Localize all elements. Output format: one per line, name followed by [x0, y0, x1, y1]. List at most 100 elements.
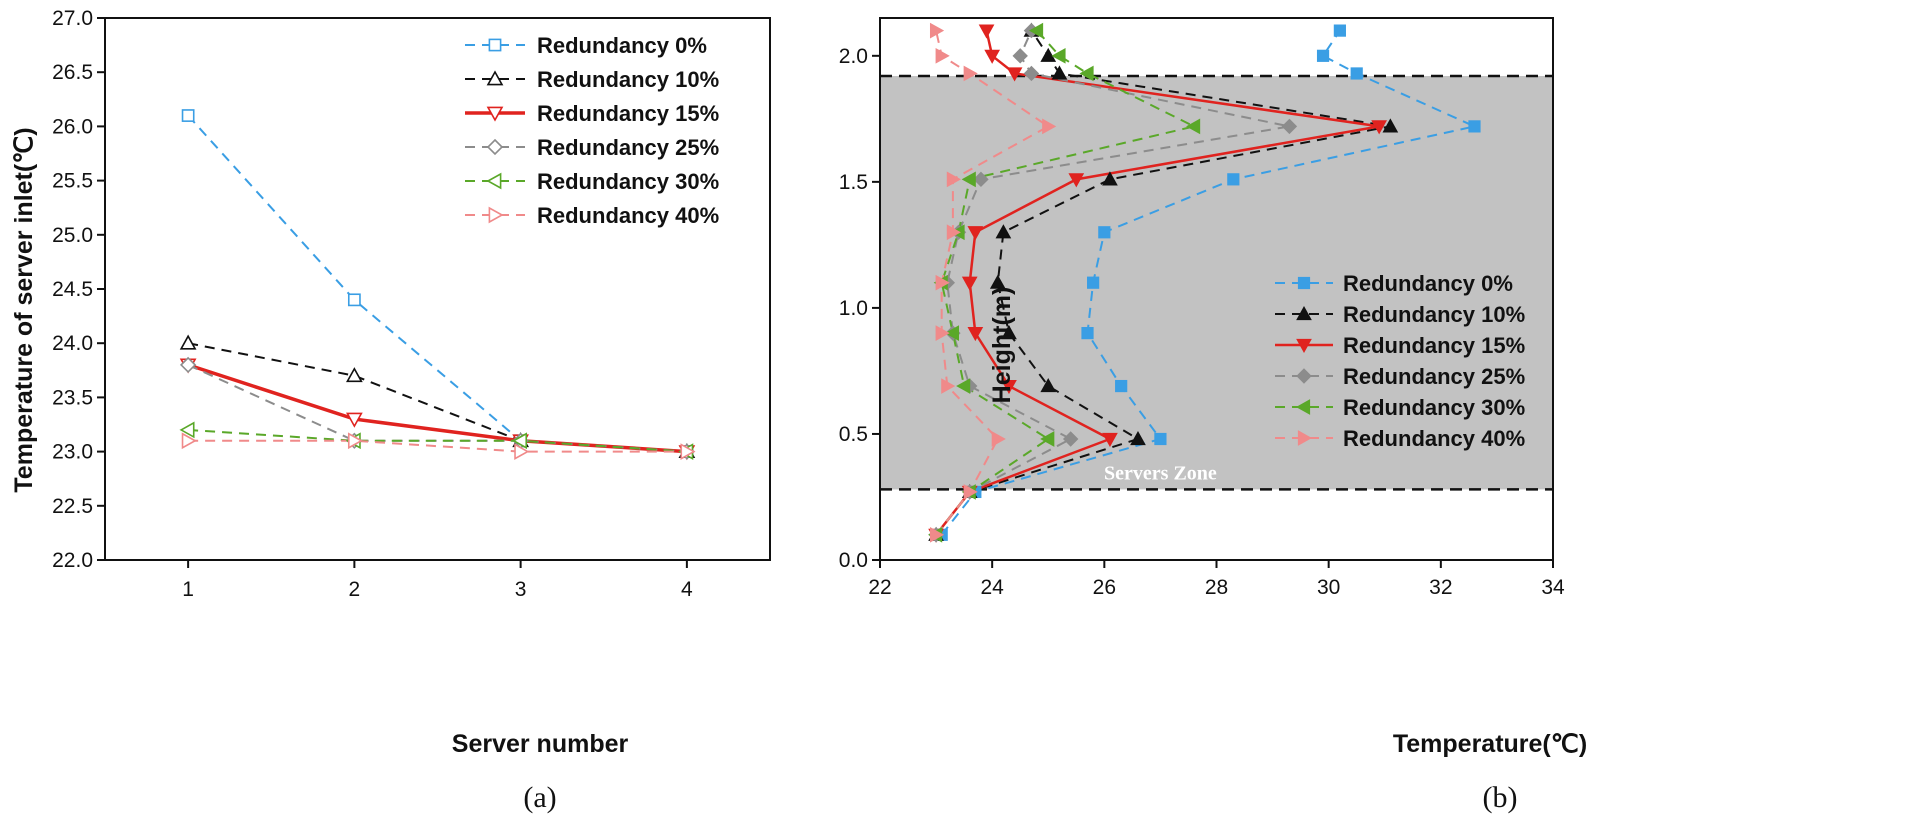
panel-b-xtick-label: 34	[1541, 576, 1565, 599]
panel-b-legend-marker	[1297, 276, 1311, 290]
panel-a-legend-label: Redundancy 30%	[537, 169, 719, 194]
panel-b-data-point	[956, 378, 971, 394]
panel-a-xtick-label: 1	[182, 578, 194, 601]
panel-b-data-point	[1040, 431, 1055, 447]
panel-b-data-point	[1068, 173, 1085, 188]
panel-b-data-point	[929, 22, 945, 39]
panel-a-ytick-label: 25.5	[52, 170, 93, 193]
panel-b-ytick-label: 2.0	[839, 45, 868, 68]
panel-a-legend-marker	[488, 38, 502, 52]
panel-b-data-point	[1081, 327, 1094, 340]
panel-a-series-line	[188, 439, 687, 453]
panel-a-ytick-label: 26.0	[52, 115, 93, 138]
panel-b-data-point	[1012, 48, 1028, 64]
panel-b-data-point	[1001, 325, 1017, 340]
panel-b-data-point	[963, 484, 978, 500]
panel-a-ytick-label: 23.5	[52, 386, 93, 409]
panel-b-data-point	[1115, 379, 1128, 393]
panel-b-legend-marker	[1295, 399, 1311, 415]
panel-b-data-point	[1087, 276, 1100, 289]
panel-b-data-point	[961, 171, 976, 188]
panel-b-legend-marker	[1296, 368, 1312, 384]
panel-b-data-point	[929, 526, 945, 543]
panel-b-data-point	[1382, 118, 1399, 133]
panel-a-data-point	[346, 367, 363, 383]
panel-b-ytick-label: 0.0	[839, 549, 868, 572]
panel-b-chart: Servers Zone 0.0 0.5 1.0 1.5 2.0 22 24 26 28 30 32 3…	[839, 17, 1565, 599]
panel-a-data-point	[514, 443, 530, 460]
panel-b-data-point	[1023, 65, 1040, 82]
panel-b-data-point	[1001, 379, 1017, 395]
panel-b-legend-label: Redundancy 15%	[1343, 333, 1525, 358]
panel-b-legend-marker	[1296, 338, 1312, 354]
panel-b-data-point	[967, 226, 984, 241]
panel-a-ylabel: Temperature of server inlet(℃)	[10, 127, 38, 492]
panel-a-data-point	[347, 293, 361, 307]
panel-a-ytick-label: 22.0	[52, 549, 93, 572]
panel-a-data-point	[346, 412, 363, 428]
panel-b-xtick-label: 32	[1429, 576, 1452, 599]
panel-b-data-point	[961, 276, 978, 291]
panel-b-data-point	[1098, 226, 1111, 239]
servers-zone-label: Servers Zone	[1104, 462, 1217, 484]
panel-b-data-point	[935, 274, 950, 291]
panel-b-data-point	[1040, 378, 1057, 393]
panel-b-data-point	[1051, 65, 1068, 80]
panel-b-data-point	[944, 325, 960, 341]
panel-b-data-point	[1186, 118, 1201, 135]
panel-b-data-point	[1468, 120, 1481, 133]
panel-a-legend-marker	[486, 106, 504, 122]
panel-b-data-point	[991, 431, 1006, 447]
panel-b-xlabel: Temperature(℃)	[1393, 730, 1587, 758]
panel-b-data-point	[1371, 120, 1387, 135]
panel-b-legend-label: Redundancy 40%	[1343, 426, 1525, 451]
panel-b-xtick-label: 24	[980, 576, 1004, 599]
panel-b-data-point	[1062, 431, 1079, 447]
panel-b-data-point	[1040, 47, 1057, 62]
panel-a-ytick-label: 24.0	[52, 332, 93, 355]
panel-b-data-point	[935, 325, 950, 341]
panel-a-data-point	[181, 432, 197, 450]
panel-b-data-point	[1102, 171, 1118, 186]
panel-b-data-point	[1154, 432, 1167, 446]
panel-b-data-point	[1333, 24, 1346, 37]
panel-b-legend-marker	[1296, 305, 1312, 321]
panel-b-ylabel: Height(m)	[988, 287, 1016, 404]
panel-a-legend-label: Redundancy 15%	[537, 101, 719, 126]
panel-b-ytick-label: 1.5	[839, 171, 868, 194]
panel-a-legend-marker	[488, 206, 504, 224]
panel-b-data-point	[995, 224, 1012, 239]
panel-a-xlabel: Server number	[452, 730, 629, 758]
panel-a-ytick-label: 23.0	[52, 441, 93, 464]
panel-b-data-point	[1281, 118, 1298, 135]
panel-b-data-point	[973, 171, 989, 188]
panel-b-data-point	[1130, 430, 1146, 446]
panel-b-legend-label: Redundancy 0%	[1343, 271, 1513, 296]
panel-b-data-point	[1102, 432, 1118, 448]
panel-b-data-point	[1006, 67, 1023, 82]
panel-b-xtick-label: 22	[868, 576, 891, 599]
panel-a-ytick-label: 22.5	[52, 495, 93, 518]
panel-a-data-point	[511, 432, 528, 450]
panel-a-data-point	[680, 443, 696, 460]
panel-a-data-point	[181, 109, 195, 122]
panel-b-caption: (b)	[1483, 781, 1518, 814]
panel-a-ytick-label: 26.5	[52, 61, 93, 84]
panel-b-data-point	[1051, 47, 1066, 64]
panel-a-data-point	[179, 356, 197, 374]
panel-b-data-point	[946, 224, 961, 241]
panel-b-data-point	[1316, 49, 1330, 62]
panel-a-legend-label: Redundancy 40%	[537, 203, 719, 228]
panel-a-xtick-label: 2	[349, 578, 361, 601]
panel-a-legend-marker	[486, 172, 502, 190]
panel-b-data-point	[967, 327, 984, 342]
panel-b-legend-label: Redundancy 30%	[1343, 395, 1525, 420]
panel-a-frame	[104, 17, 771, 561]
panel-b-data-point	[963, 65, 978, 82]
panel-b-series-line	[935, 30, 1051, 536]
panel-b-xtick-label: 28	[1205, 576, 1228, 599]
panel-a-series-line	[187, 114, 687, 453]
servers-zone-band	[880, 75, 1553, 490]
panel-b-series-line	[935, 29, 1197, 536]
